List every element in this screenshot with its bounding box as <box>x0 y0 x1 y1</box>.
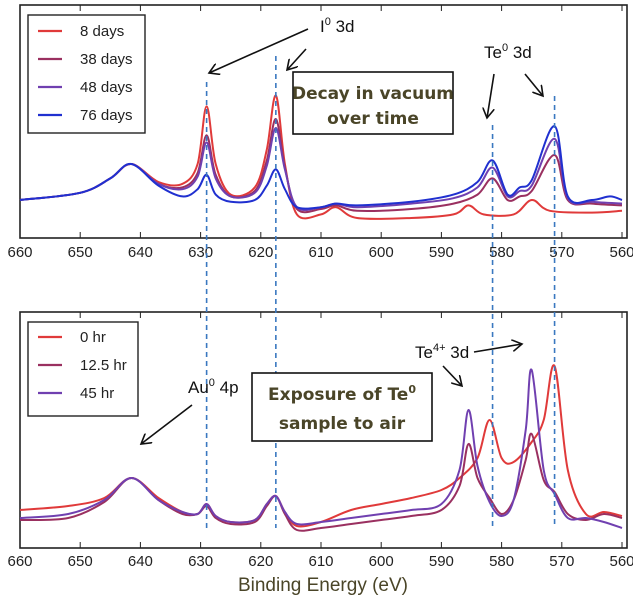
exposure-box-line1: Exposure of Te0 <box>268 383 416 405</box>
arrow-to-629-peak <box>209 28 309 73</box>
x-tick-label: 630 <box>188 244 213 261</box>
bottom-panel: 660 650 640 630 620 610 600 590 580 570 560 <box>7 311 633 570</box>
x-tick-label: 640 <box>128 553 153 570</box>
decay-box-frame <box>292 71 454 135</box>
legend-label: 8 days <box>80 23 124 40</box>
x-axis-label: Binding Energy (eV) <box>238 575 408 596</box>
x-tick-label: 600 <box>369 553 394 570</box>
i0-3d-label: I0 3d <box>320 16 355 36</box>
decay-box-line2: over time <box>327 109 419 129</box>
arrow-to-617-peak <box>287 48 307 70</box>
decay-box-line1: Decay in vacuum <box>292 84 454 104</box>
top-panel: 660 650 640 630 620 610 600 590 580 570 560 <box>7 4 633 261</box>
decay-box: Decay in vacuum over time <box>292 71 454 135</box>
x-tick-label: 610 <box>308 553 333 570</box>
x-tick-label: 600 <box>369 244 394 261</box>
series-line-38-days <box>19 117 623 214</box>
legend-label: 45 hr <box>80 385 114 402</box>
x-tick-label: 650 <box>68 244 93 261</box>
legend-label: 12.5 hr <box>80 357 127 374</box>
top-legend: 8 days 38 days 48 days 76 days <box>27 14 146 134</box>
x-tick-label: 590 <box>429 244 454 261</box>
x-tick-label: 610 <box>308 244 333 261</box>
x-tick-label: 660 <box>7 553 32 570</box>
x-tick-label: 570 <box>549 244 574 261</box>
exposure-box-line2: sample to air <box>279 414 406 434</box>
bottom-x-ticks <box>19 312 623 548</box>
exposure-box-frame <box>251 372 433 442</box>
arrow-to-585-peak <box>442 365 462 386</box>
i0-3d-annotation: I0 3d <box>209 16 355 73</box>
x-tick-label: 620 <box>248 553 273 570</box>
au0-4p-annotation: Au0 4p <box>141 377 239 444</box>
x-tick-label: 660 <box>7 244 32 261</box>
bottom-legend: 0 hr 12.5 hr 45 hr <box>27 321 139 417</box>
te4-3d-annotation: Te4+ 3d <box>415 342 522 386</box>
top-plot-frame <box>19 4 628 239</box>
x-tick-label: 580 <box>489 553 514 570</box>
x-tick-label: 650 <box>68 553 93 570</box>
au0-4p-label: Au0 4p <box>188 377 239 397</box>
x-tick-label: 570 <box>549 553 574 570</box>
x-tick-label: 620 <box>248 244 273 261</box>
top-series-group <box>19 94 623 220</box>
bottom-plot-frame <box>19 311 628 549</box>
arrow-to-581-peak <box>487 73 495 118</box>
te0-3d-label: Te0 3d <box>484 42 532 62</box>
series-line-48-days <box>19 126 623 212</box>
series-line-12-5-hr <box>19 432 623 532</box>
te0-3d-annotation: Te0 3d <box>484 42 543 118</box>
legend-label: 76 days <box>80 107 133 124</box>
bottom-x-tick-labels: 660 650 640 630 620 610 600 590 580 570 560 <box>7 553 633 570</box>
arrow-to-575-peak <box>473 344 522 353</box>
x-tick-label: 560 <box>609 244 633 261</box>
top-legend-box <box>27 14 146 134</box>
top-x-ticks <box>19 5 623 238</box>
exposure-box: Exposure of Te0 sample to air <box>251 372 433 442</box>
top-x-tick-labels: 660 650 640 630 620 610 600 590 580 570 560 <box>7 244 633 261</box>
x-tick-label: 640 <box>128 244 153 261</box>
legend-label: 48 days <box>80 79 133 96</box>
arrow-to-571-peak <box>524 73 543 96</box>
x-tick-label: 590 <box>429 553 454 570</box>
reference-lines <box>205 56 556 528</box>
arrow-to-au-peak <box>141 404 193 444</box>
x-tick-label: 580 <box>489 244 514 261</box>
bottom-series-group <box>19 364 623 532</box>
legend-label: 0 hr <box>80 329 106 346</box>
te4-3d-label: Te4+ 3d <box>415 342 469 362</box>
x-tick-label: 560 <box>609 553 633 570</box>
series-line-45-hr <box>19 368 623 529</box>
series-line-76-days <box>19 125 623 210</box>
legend-label: 38 days <box>80 51 133 68</box>
x-tick-label: 630 <box>188 553 213 570</box>
